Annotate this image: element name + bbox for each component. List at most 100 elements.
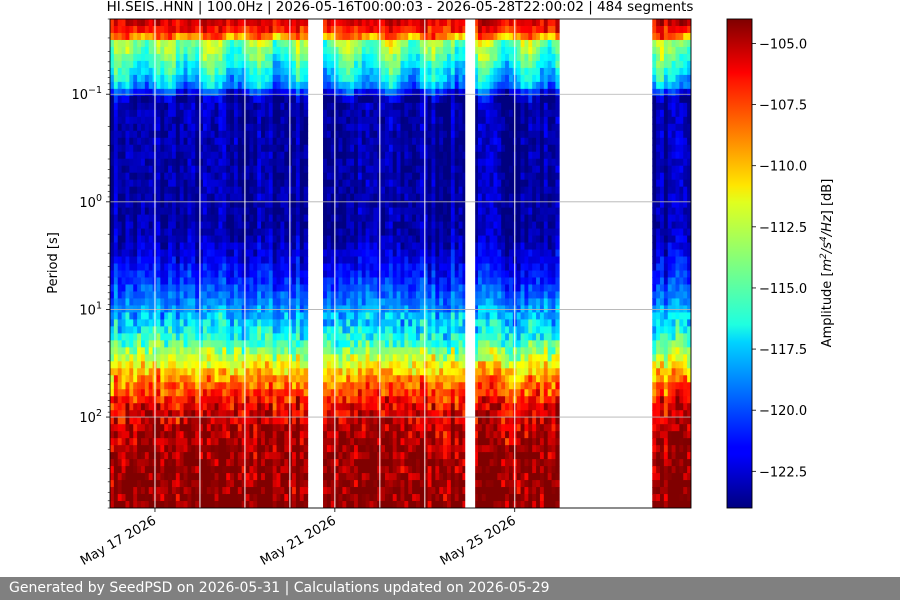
heatmap-cell: [253, 263, 258, 272]
heatmap-cell: [144, 130, 150, 139]
heatmap-cell: [187, 179, 192, 188]
heatmap-cell: [164, 452, 169, 460]
heatmap-cell: [206, 81, 212, 90]
heatmap-cell: [264, 200, 270, 209]
heatmap-cell: [164, 228, 169, 237]
heatmap-cell: [392, 67, 398, 76]
heatmap-cell: [110, 284, 115, 293]
heatmap-cell: [195, 207, 200, 216]
heatmap-cell: [175, 396, 181, 404]
heatmap-cell: [171, 102, 177, 111]
heatmap-cell: [199, 25, 204, 34]
heatmap-cell: [202, 417, 208, 425]
heatmap-cell: [292, 487, 297, 495]
heatmap-cell: [365, 494, 371, 502]
heatmap-cell: [140, 249, 146, 258]
heatmap-cell: [354, 270, 359, 279]
heatmap-cell: [125, 74, 130, 83]
heatmap-cell: [303, 361, 309, 369]
heatmap-cell: [183, 263, 189, 272]
heatmap-cell: [323, 319, 328, 327]
heatmap-cell: [237, 354, 243, 362]
heatmap-cell: [140, 95, 146, 104]
heatmap-cell: [280, 284, 285, 293]
heatmap-cell: [171, 487, 177, 495]
heatmap-cell: [249, 144, 254, 153]
heatmap-cell: [272, 46, 278, 55]
heatmap-cell: [144, 459, 150, 467]
heatmap-cell: [144, 375, 150, 383]
heatmap-cell: [214, 403, 220, 411]
heatmap-cell: [214, 242, 220, 251]
heatmap-cell: [373, 319, 378, 327]
heatmap-cell: [214, 277, 220, 286]
heatmap-cell: [233, 193, 239, 202]
heatmap-cell: [113, 228, 119, 237]
heatmap-cell: [140, 459, 146, 467]
heatmap-cell: [268, 158, 274, 167]
heatmap-cell: [257, 291, 262, 300]
heatmap-cell: [381, 473, 386, 481]
heatmap-cell: [396, 326, 402, 334]
heatmap-cell: [226, 242, 231, 251]
heatmap-cell: [268, 228, 274, 237]
heatmap-cell: [276, 88, 282, 97]
heatmap-cell: [230, 249, 235, 258]
heatmap-cell: [253, 158, 258, 167]
heatmap-cell: [350, 284, 355, 293]
heatmap-cell: [249, 501, 254, 508]
heatmap-cell: [237, 340, 243, 348]
heatmap-cell: [171, 144, 177, 153]
heatmap-cell: [292, 242, 297, 251]
heatmap-cell: [342, 221, 347, 230]
heatmap-cell: [237, 32, 243, 41]
heatmap-cell: [388, 102, 394, 111]
heatmap-cell: [187, 200, 192, 209]
heatmap-cell: [206, 396, 212, 404]
heatmap-cell: [264, 459, 270, 467]
heatmap-cell: [199, 445, 204, 453]
heatmap-cell: [226, 186, 231, 195]
heatmap-cell: [264, 424, 270, 432]
heatmap-cell: [357, 291, 363, 300]
heatmap-cell: [249, 459, 254, 467]
heatmap-cell: [257, 144, 262, 153]
heatmap-cell: [388, 382, 394, 390]
heatmap-cell: [334, 165, 340, 174]
heatmap-cell: [400, 158, 405, 167]
heatmap-cell: [361, 46, 367, 55]
heatmap-cell: [354, 368, 359, 376]
heatmap-cell: [342, 396, 347, 404]
heatmap-cell: [187, 403, 192, 411]
heatmap-cell: [326, 74, 332, 83]
heatmap-cell: [249, 361, 254, 369]
heatmap-cell: [303, 74, 309, 83]
heatmap-cell: [156, 466, 161, 474]
heatmap-cell: [357, 501, 363, 508]
heatmap-cell: [268, 424, 274, 432]
heatmap-cell: [206, 19, 212, 27]
heatmap-cell: [268, 137, 274, 146]
heatmap-cell: [381, 256, 386, 265]
heatmap-cell: [323, 361, 328, 369]
heatmap-cell: [284, 116, 289, 125]
heatmap-cell: [381, 487, 386, 495]
heatmap-cell: [357, 130, 363, 139]
heatmap-cell: [342, 333, 347, 341]
heatmap-cell: [144, 410, 150, 418]
heatmap-cell: [202, 347, 208, 355]
heatmap-cell: [183, 501, 189, 508]
heatmap-cell: [342, 158, 347, 167]
heatmap-cell: [187, 88, 192, 97]
heatmap-cell: [191, 312, 196, 320]
heatmap-cell: [299, 396, 305, 404]
heatmap-cell: [179, 228, 185, 237]
heatmap-cell: [338, 53, 343, 62]
heatmap-cell: [241, 151, 247, 160]
heatmap-cell: [199, 95, 204, 104]
heatmap-cell: [365, 312, 371, 320]
heatmap-cell: [140, 487, 146, 495]
heatmap-cell: [295, 340, 301, 348]
heatmap-cell: [210, 193, 216, 202]
heatmap-cell: [237, 403, 243, 411]
